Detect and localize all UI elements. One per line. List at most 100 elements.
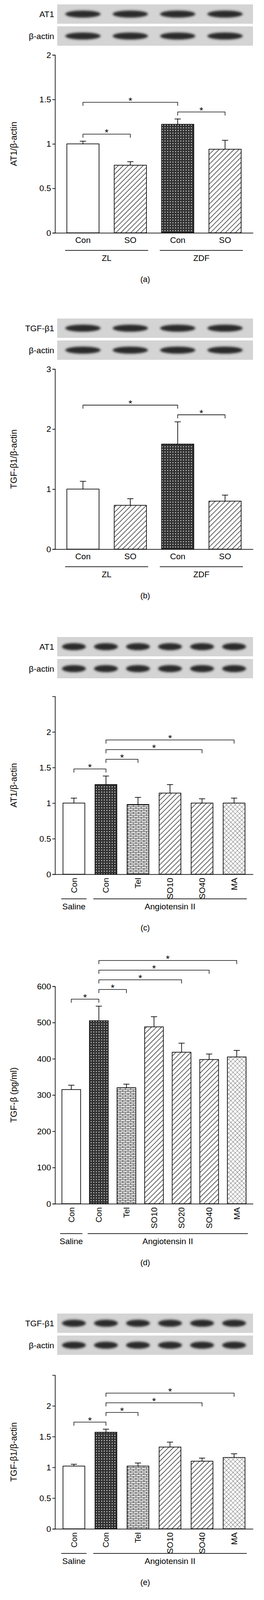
group-line [65,567,149,568]
y-tick: 0 [46,871,55,881]
y-tick: 3 [46,365,55,375]
x-tick: SO20 [176,1205,187,1231]
x-tick-label: Con [94,1209,104,1225]
significance-label: * [128,398,133,410]
x-tick-label: Con [101,1534,111,1551]
bar [159,1449,182,1532]
group: ZL [65,567,149,580]
error-bar-cap [198,1459,206,1461]
error-bar [221,140,228,150]
y-axis-title: TGF-β (pg/ml) [8,1069,19,1125]
error-bar-cap [233,1051,240,1053]
x-tick: SO10 [149,1205,159,1231]
y-tick-label: 0 [46,871,52,881]
error-bar-stem [224,495,226,503]
y-tick-mark [52,839,55,841]
blot-band [160,347,196,355]
x-tick-label: Con [169,552,186,562]
error-bar-stem [129,161,131,166]
y-tick: 0 [46,228,55,239]
y-axis-title: TGF-β1/β-actin [8,1424,19,1484]
x-tick: Con [69,1531,79,1551]
blot: β-actin [29,26,253,46]
error-bar-stem [153,1018,155,1029]
significance-bracket: * [106,743,202,755]
x-tick: Tel [133,875,143,890]
error-bar-stem [201,1460,203,1464]
y-axis-title: AT1/β-actin [8,764,19,809]
significance-label: * [152,964,157,976]
error-bar-cap [231,1455,238,1457]
y-tick: 1 [46,139,55,149]
x-tick: Con [169,233,186,246]
bar [62,804,85,876]
group-label: Saline [62,903,86,913]
error-bar-stem [137,798,139,806]
y-tick-label: 0.5 [39,183,52,194]
x-tick: SO [219,550,231,562]
bar [144,1028,164,1206]
y-tick-label: 0.5 [39,835,52,845]
y-tick-mark [52,1133,55,1134]
significance-label: * [83,993,88,1005]
significance-label: * [199,105,204,117]
error-bar-stem [82,141,84,144]
error-bar-cap [80,481,87,483]
x-axis: ConConTelSO10SO20SO40MA [55,1205,254,1231]
blot-label: AT1 [39,9,55,19]
bar [209,502,242,550]
x-tick-label: SO10 [149,1209,159,1231]
blot-label: β-actin [29,1342,55,1353]
significance-bracket: * [106,1397,202,1409]
x-tick: SO10 [165,1531,175,1557]
bar [62,1091,81,1206]
y-tick-mark [52,1469,55,1471]
blot-strip [57,660,253,680]
significance-label: * [168,733,173,745]
blot: β-actin [29,660,253,680]
bar [62,1468,85,1532]
bar [114,506,147,550]
error-bar-stem [70,1086,72,1092]
error-bar-stem [177,119,179,125]
y-tick: 0 [46,1526,55,1537]
blot-band [62,1321,86,1329]
x-tick-label: Con [169,235,186,246]
x-tick: Con [75,550,91,562]
y-tick: 2 [46,728,55,738]
y-tick: 0.5 [39,183,55,194]
group-line [93,899,247,901]
significance-bracket: * [106,753,139,765]
x-tick: SO40 [197,875,207,901]
y-tick: 200 [36,1128,55,1138]
y-axis-line [52,988,56,1207]
significance-bracket: * [71,993,99,1005]
error-bar-stem [105,777,107,786]
error-bar [80,141,87,144]
blot: TGF-β1 [25,1315,253,1335]
y-tick-label: 500 [36,1019,52,1029]
blot: TGF-β1 [25,319,253,339]
y-tick-mark [52,1169,55,1170]
blot-band [125,644,150,652]
blot-band [62,666,86,674]
error-bar [68,1086,75,1092]
blot-band [160,325,196,333]
y-tick-mark [52,1408,55,1409]
y-tick: 300 [36,1092,55,1102]
blot-strip [57,638,253,658]
error-bar [205,1055,213,1061]
y-tick-label: 100 [36,1164,52,1174]
error-bar-stem [129,499,131,506]
blot-band [157,1321,182,1329]
y-tick-mark [52,804,55,806]
bar [172,1053,191,1206]
y-tick-mark [52,369,55,371]
error-bar-stem [181,1045,183,1055]
y-axis: 0100200300400500600 [36,983,55,1211]
error-bar-stem [73,799,75,805]
group: Saline [59,1235,84,1248]
significance-bracket: * [73,1417,107,1429]
bar [89,1022,109,1206]
bar [66,144,99,234]
